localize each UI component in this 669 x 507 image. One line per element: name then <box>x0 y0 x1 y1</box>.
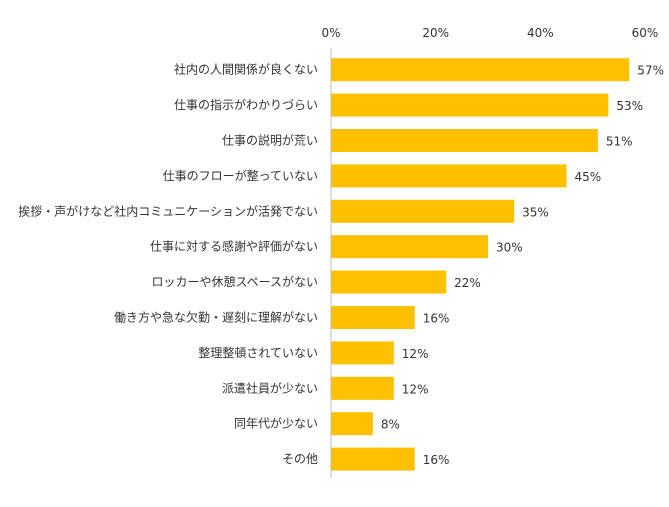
x-tick-label: 60% <box>632 26 659 40</box>
data-label: 16% <box>423 312 450 326</box>
bar <box>331 412 373 436</box>
bar <box>331 447 415 471</box>
category-label: ロッカーや休憩スペースがない <box>151 274 318 289</box>
category-label: 仕事に対する感謝や評価がない <box>150 239 318 254</box>
x-axis-ticks: 0% 20% 40% 60% <box>321 26 658 40</box>
category-label: 仕事の説明が荒い <box>222 133 318 148</box>
x-tick-label: 40% <box>527 26 554 40</box>
bar <box>331 164 567 188</box>
category-label: 派遣社員が少ない <box>222 380 318 395</box>
data-label: 12% <box>402 347 429 361</box>
data-label: 22% <box>454 276 481 290</box>
bar <box>331 306 415 329</box>
category-label: 仕事のフローが整っていない <box>163 168 318 183</box>
x-tick-label: 20% <box>422 26 449 40</box>
bar <box>331 376 394 400</box>
bars <box>331 58 630 471</box>
bar <box>331 341 394 365</box>
value-labels: 57% 53% 51% 45% 35% 30% 22% 16% 12% 12% 8% 16% <box>381 64 664 467</box>
data-label: 51% <box>606 135 633 149</box>
x-tick-label: 0% <box>321 26 340 40</box>
data-label: 8% <box>381 418 400 432</box>
data-label: 57% <box>637 64 664 78</box>
category-label: その他 <box>282 452 318 466</box>
data-label: 45% <box>575 170 602 184</box>
category-label: 同年代が少ない <box>234 416 318 431</box>
category-label: 社内の人間関係が良くない <box>174 62 318 77</box>
bar <box>331 129 598 152</box>
data-label: 30% <box>496 241 523 255</box>
data-label: 12% <box>402 382 429 396</box>
category-label: 整理整頓されていない <box>198 345 318 360</box>
bar <box>331 93 609 117</box>
category-label: 挨拶・声がけなど社内コミュニケーションが活発でない <box>18 203 318 218</box>
category-label: 仕事の指示がわかりづらい <box>174 97 318 112</box>
data-label: 53% <box>616 99 643 113</box>
data-label: 35% <box>522 205 549 219</box>
bar <box>331 235 488 259</box>
data-label: 16% <box>423 453 450 467</box>
category-label: 働き方や急な欠勤・遅刻に理解がない <box>114 310 318 325</box>
bar <box>331 199 515 223</box>
category-labels: 社内の人間関係が良くない仕事の指示がわかりづらい仕事の説明が荒い仕事のフローが整… <box>18 62 318 466</box>
bar <box>331 270 447 294</box>
bar <box>331 58 630 82</box>
